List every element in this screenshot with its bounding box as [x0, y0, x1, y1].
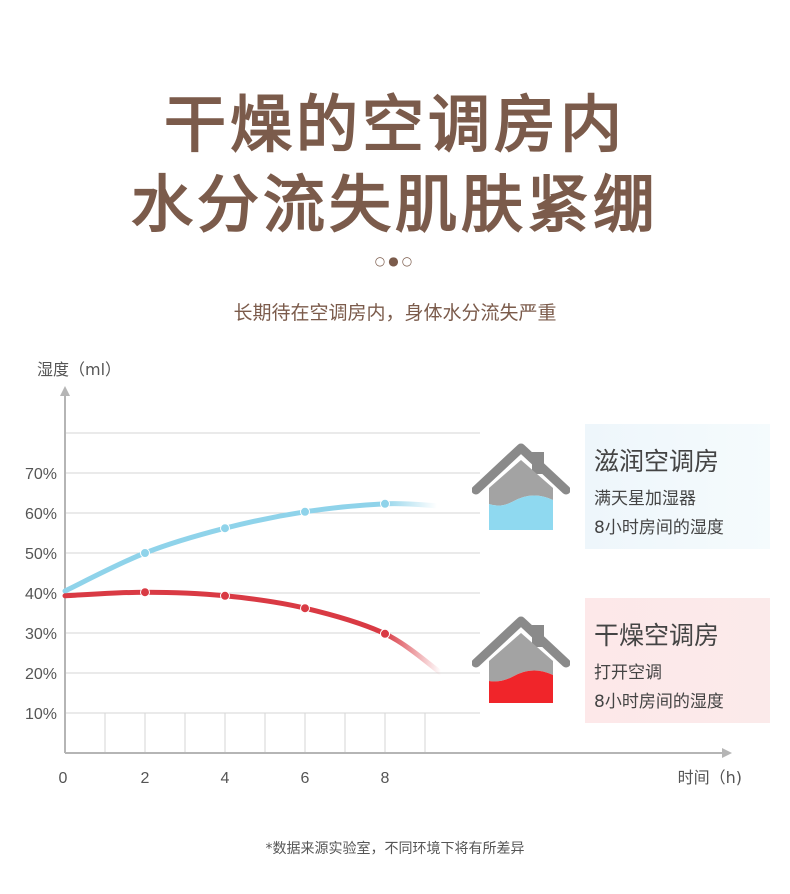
dots-divider: ○●○: [374, 254, 416, 268]
humid-room-line2: 8小时房间的湿度: [594, 518, 724, 538]
x-tick-label: 6: [301, 770, 310, 787]
x-tick-label: 2: [141, 770, 150, 787]
data-point: [380, 628, 390, 639]
dry-room-line2: 8小时房间的湿度: [594, 692, 724, 712]
y-tick-label: 70%: [25, 466, 57, 483]
data-point: [140, 587, 150, 598]
house-icon: [472, 443, 570, 530]
data-point: [300, 603, 310, 614]
dry-room-title: 干燥空调房: [594, 621, 720, 650]
data-point: [220, 523, 230, 534]
y-tick-label: 10%: [25, 706, 57, 723]
y-tick-label: 20%: [25, 666, 57, 683]
x-tick-label: 4: [221, 770, 230, 787]
page-title-line2: 水分流失肌肤紧绷: [130, 168, 659, 241]
y-tick-label: 40%: [25, 586, 57, 603]
humid-room-title: 滋润空调房: [594, 447, 720, 476]
y-axis-arrow: [60, 386, 70, 396]
footnote: *数据来源实验室，不同环境下将有所差异: [265, 841, 525, 857]
humid-room-line1: 满天星加湿器: [594, 489, 696, 509]
humid-room-card: 滋润空调房 满天星加湿器 8小时房间的湿度: [585, 424, 770, 549]
page-title-line1: 干燥的空调房内: [163, 88, 626, 161]
house-icon: [472, 616, 570, 703]
x-tick-label: 0: [59, 770, 68, 787]
y-axis-label: 湿度（ml）: [37, 360, 121, 379]
x-axis-label: 时间（h): [678, 768, 742, 787]
page-subtitle: 长期待在空调房内，身体水分流失严重: [233, 302, 557, 324]
y-tick-label: 50%: [25, 546, 57, 563]
dry-room-line1: 打开空调: [594, 663, 662, 683]
data-point: [140, 548, 150, 558]
dry-room-card: 干燥空调房 打开空调 8小时房间的湿度: [585, 598, 770, 723]
y-tick-label: 30%: [25, 626, 57, 643]
x-axis-arrow: [722, 748, 732, 758]
series-line: [62, 501, 440, 594]
data-point: [380, 498, 390, 509]
y-tick-label: 60%: [25, 506, 57, 523]
humidity-line-chart: 10% 20% 30% 40% 50% 60% 70% 0 2 4 6 8 湿度（ml） 时间（h): [25, 360, 742, 787]
data-point: [220, 590, 230, 601]
x-tick-label: 8: [381, 770, 390, 787]
data-point: [300, 506, 310, 517]
